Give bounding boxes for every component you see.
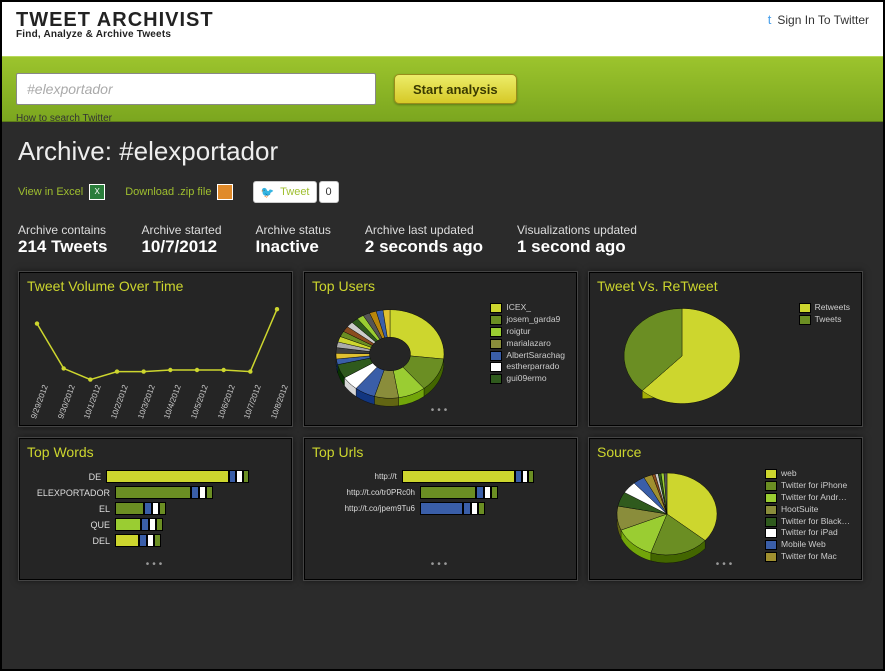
donut-chart: ICEX_josem_garda9roigturmarialazaroAlber… (312, 298, 569, 418)
stat-viz: Visualizations updated 1 second ago (517, 223, 637, 257)
stat-value: Inactive (256, 237, 331, 257)
card-tvr[interactable]: Tweet Vs. ReTweet RetweetsTweets (588, 271, 863, 427)
hbar-chart: http://thttp://t.co/tr0PRc0hhttp://t.co/… (312, 464, 569, 572)
search-band: #elexportador Start analysis How to sear… (2, 56, 883, 122)
x-axis-ticks: 9/29/20129/30/201210/1/201210/2/201210/3… (35, 384, 284, 420)
logo-line1: TWEET ARCHIVIST (16, 10, 214, 30)
stat-label: Archive contains (18, 223, 107, 237)
twitter-icon: t (768, 12, 772, 27)
legend: ICEX_josem_garda9roigturmarialazaroAlber… (490, 302, 565, 385)
card-title: Tweet Volume Over Time (27, 278, 284, 294)
app-frame: TWEET ARCHIVIST Find, Analyze & Archive … (0, 0, 885, 671)
card-volume[interactable]: Tweet Volume Over Time 9/29/20129/30/201… (18, 271, 293, 427)
legend: webTwitter for iPhoneTwitter for Andr…Ho… (765, 468, 850, 563)
start-analysis-button[interactable]: Start analysis (394, 74, 517, 104)
twitter-bird-icon: 🐦 (260, 186, 274, 199)
signin-label: Sign In To Twitter (777, 13, 869, 27)
signin-link[interactable]: t Sign In To Twitter (768, 12, 869, 27)
download-zip-label: Download .zip file (125, 186, 211, 198)
zip-icon (217, 184, 233, 200)
card-topurls[interactable]: Top Urls http://thttp://t.co/tr0PRc0hhtt… (303, 437, 578, 581)
card-title: Source (597, 444, 854, 460)
stat-label: Archive last updated (365, 223, 483, 237)
line-chart: 9/29/20129/30/201210/1/201210/2/201210/3… (27, 298, 284, 418)
pie-chart: webTwitter for iPhoneTwitter for Andr…Ho… (597, 464, 854, 572)
card-topwords[interactable]: Top Words DEELEXPORTADORELQUEDEL ••• (18, 437, 293, 581)
more-indicator: ••• (146, 559, 166, 570)
search-input[interactable]: #elexportador (16, 73, 376, 105)
stat-status: Archive status Inactive (256, 223, 331, 257)
legend: RetweetsTweets (799, 302, 850, 326)
logo-line2: Find, Analyze & Archive Tweets (16, 30, 214, 40)
card-title: Tweet Vs. ReTweet (597, 278, 854, 294)
search-placeholder: #elexportador (27, 81, 113, 97)
pie-chart-svg (597, 464, 747, 570)
pie-chart: RetweetsTweets (597, 298, 854, 418)
tweet-label: Tweet (280, 186, 309, 198)
view-excel-link[interactable]: View in Excel X (18, 184, 105, 200)
download-zip-link[interactable]: Download .zip file (125, 184, 233, 200)
pie-chart-svg (597, 298, 767, 416)
card-topusers[interactable]: Top Users ICEX_josem_garda9roigturmarial… (303, 271, 578, 427)
stat-label: Archive status (256, 223, 331, 237)
main-panel: Archive: #elexportador View in Excel X D… (2, 122, 883, 669)
stat-value: 214 Tweets (18, 237, 107, 257)
hbar-rows: DEELEXPORTADORELQUEDEL (27, 470, 249, 550)
stat-value: 1 second ago (517, 237, 637, 257)
archive-title: Archive: #elexportador (18, 136, 867, 167)
card-title: Top Urls (312, 444, 569, 460)
tweet-count-badge: 0 (319, 181, 339, 203)
tool-row: View in Excel X Download .zip file 🐦 Twe… (18, 181, 867, 203)
stat-started: Archive started 10/7/2012 (141, 223, 221, 257)
donut-chart-svg (312, 298, 472, 416)
more-indicator: ••• (431, 405, 451, 416)
more-indicator: ••• (431, 559, 451, 570)
hbar-rows: http://thttp://t.co/tr0PRc0hhttp://t.co/… (312, 470, 534, 518)
header-bar: TWEET ARCHIVIST Find, Analyze & Archive … (2, 2, 883, 56)
logo: TWEET ARCHIVIST Find, Analyze & Archive … (16, 10, 214, 40)
stat-contains: Archive contains 214 Tweets (18, 223, 107, 257)
card-title: Top Users (312, 278, 569, 294)
hbar-chart: DEELEXPORTADORELQUEDEL ••• (27, 464, 284, 572)
stat-label: Visualizations updated (517, 223, 637, 237)
chart-grid: Tweet Volume Over Time 9/29/20129/30/201… (18, 271, 867, 581)
stat-label: Archive started (141, 223, 221, 237)
how-to-search-link[interactable]: How to search Twitter (16, 113, 112, 124)
stat-updated: Archive last updated 2 seconds ago (365, 223, 483, 257)
stat-value: 2 seconds ago (365, 237, 483, 257)
stat-value: 10/7/2012 (141, 237, 221, 257)
card-title: Top Words (27, 444, 284, 460)
view-excel-label: View in Excel (18, 186, 83, 198)
card-source[interactable]: Source webTwitter for iPhoneTwitter for … (588, 437, 863, 581)
excel-icon: X (89, 184, 105, 200)
tweet-button[interactable]: 🐦 Tweet (253, 181, 316, 203)
stats-row: Archive contains 214 Tweets Archive star… (18, 223, 867, 257)
more-indicator: ••• (716, 559, 736, 570)
